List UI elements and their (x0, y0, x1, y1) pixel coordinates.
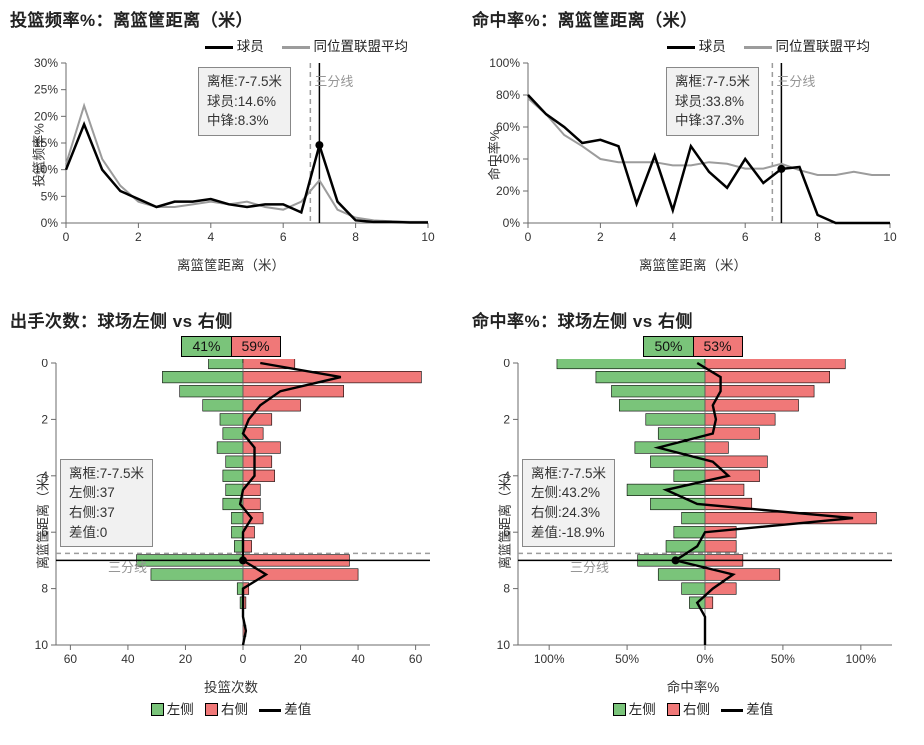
ylabel-tr: 命中率% (484, 129, 503, 180)
svg-text:10: 10 (883, 230, 897, 244)
svg-text:30%: 30% (34, 57, 58, 70)
ylabel-tl: 投篮频率% (28, 123, 47, 187)
panel-top-right: 命中率%：离篮筐距离（米） 球员 同位置联盟平均 02468100%20%40%… (462, 0, 924, 301)
svg-text:8: 8 (352, 230, 359, 244)
svg-text:20%: 20% (496, 184, 520, 198)
swatch-league (282, 46, 310, 49)
xlabel-tr: 离篮筐距离（米） (472, 254, 914, 274)
summary-right-br: 53% (693, 336, 743, 357)
title-bot-left: 出手次数：球场左侧 vs 右侧 (10, 307, 452, 332)
swatch-league (744, 46, 772, 49)
svg-text:60: 60 (64, 652, 78, 666)
infobox-bl: 离框:7-7.5米左侧:37右侧:37差值:0 (60, 459, 153, 547)
svg-text:0%: 0% (696, 652, 714, 666)
summary-br: 50% 53% (472, 336, 914, 357)
swatch-right (667, 703, 680, 716)
swatch-diff (259, 709, 281, 712)
svg-text:0: 0 (503, 359, 510, 370)
svg-text:50%: 50% (615, 652, 639, 666)
swatch-left (151, 703, 164, 716)
svg-text:25%: 25% (34, 83, 58, 97)
svg-text:40: 40 (351, 652, 365, 666)
svg-text:10: 10 (497, 638, 511, 652)
title-bot-right: 命中率%：球场左侧 vs 右侧 (472, 307, 914, 332)
svg-text:60: 60 (409, 652, 423, 666)
svg-text:100%: 100% (845, 652, 876, 666)
svg-text:20: 20 (294, 652, 308, 666)
svg-text:2: 2 (597, 230, 604, 244)
xlabel-tl: 离篮筐距离（米） (10, 254, 452, 274)
infobox-tr: 离框:7-7.5米球员:33.8%中锋:37.3% (666, 67, 759, 136)
svg-text:6: 6 (742, 230, 749, 244)
svg-text:8: 8 (41, 582, 48, 596)
swatch-diff (721, 709, 743, 712)
legend-bot-left: 左侧 右侧 差值 (10, 698, 452, 718)
panel-top-left: 投篮频率%：离篮筐距离（米） 球员 同位置联盟平均 02468100%5%10%… (0, 0, 462, 301)
svg-text:2: 2 (135, 230, 142, 244)
svg-text:80%: 80% (496, 88, 520, 102)
svg-text:8: 8 (503, 582, 510, 596)
title-top-left: 投篮频率%：离篮筐距离（米） (10, 6, 452, 31)
chart-bot-right: 0246810100%50%0%50%100% 离篮筐距离（米） 离框:7-7.… (472, 359, 914, 674)
svg-text:0: 0 (41, 359, 48, 370)
svg-text:10: 10 (35, 638, 49, 652)
svg-text:100%: 100% (534, 652, 565, 666)
legend-bot-right: 左侧 右侧 差值 (472, 698, 914, 718)
legend-top-right: 球员 同位置联盟平均 (472, 35, 914, 55)
svg-text:2: 2 (41, 412, 48, 426)
svg-text:5%: 5% (41, 189, 59, 203)
swatch-right (205, 703, 218, 716)
svg-text:0: 0 (63, 230, 70, 244)
svg-text:6: 6 (280, 230, 287, 244)
chart-bot-left: 02468106040200204060 离篮筐距离（米） 离框:7-7.5米左… (10, 359, 452, 674)
svg-text:0%: 0% (41, 216, 59, 230)
summary-left-bl: 41% (181, 336, 230, 357)
svg-text:10: 10 (421, 230, 435, 244)
svg-text:4: 4 (669, 230, 676, 244)
xlabel-br: 命中率% (472, 676, 914, 696)
panel-bot-left: 出手次数：球场左侧 vs 右侧 41% 59% 0246810604020020… (0, 301, 462, 745)
summary-bl: 41% 59% (10, 336, 452, 357)
svg-text:20: 20 (179, 652, 193, 666)
svg-text:0: 0 (240, 652, 247, 666)
swatch-player (205, 46, 233, 49)
chart-top-right: 02468100%20%40%60%80%100% 命中率% 离框:7-7.5米… (472, 57, 914, 252)
svg-text:8: 8 (814, 230, 821, 244)
title-top-right: 命中率%：离篮筐距离（米） (472, 6, 914, 31)
infobox-br: 离框:7-7.5米左侧:43.2%右侧:24.3%差值:-18.9% (522, 459, 615, 547)
three-label-br: 三分线 (570, 557, 609, 576)
summary-right-bl: 59% (231, 336, 281, 357)
svg-text:0: 0 (525, 230, 532, 244)
xlabel-bl: 投篮次数 (10, 676, 452, 696)
swatch-player (667, 46, 695, 49)
ylabel-br: 离篮筐距离（米） (495, 464, 514, 568)
swatch-left (613, 703, 626, 716)
three-label-tl: 三分线 (314, 71, 353, 90)
legend-top-left: 球员 同位置联盟平均 (10, 35, 452, 55)
infobox-tl: 离框:7-7.5米球员:14.6%中锋:8.3% (198, 67, 291, 136)
ylabel-bl: 离篮筐距离（米） (33, 464, 52, 568)
panel-bot-right: 命中率%：球场左侧 vs 右侧 50% 53% 0246810100%50%0%… (462, 301, 924, 745)
three-label-tr: 三分线 (776, 71, 815, 90)
three-label-bl: 三分线 (108, 557, 147, 576)
svg-text:50%: 50% (771, 652, 795, 666)
chart-top-left: 02468100%5%10%15%20%25%30% 投篮频率% 离框:7-7.… (10, 57, 452, 252)
svg-text:4: 4 (207, 230, 214, 244)
svg-text:0%: 0% (503, 216, 521, 230)
svg-text:2: 2 (503, 412, 510, 426)
svg-text:40: 40 (121, 652, 135, 666)
svg-text:20%: 20% (34, 109, 58, 123)
summary-left-br: 50% (643, 336, 692, 357)
svg-text:100%: 100% (489, 57, 520, 70)
